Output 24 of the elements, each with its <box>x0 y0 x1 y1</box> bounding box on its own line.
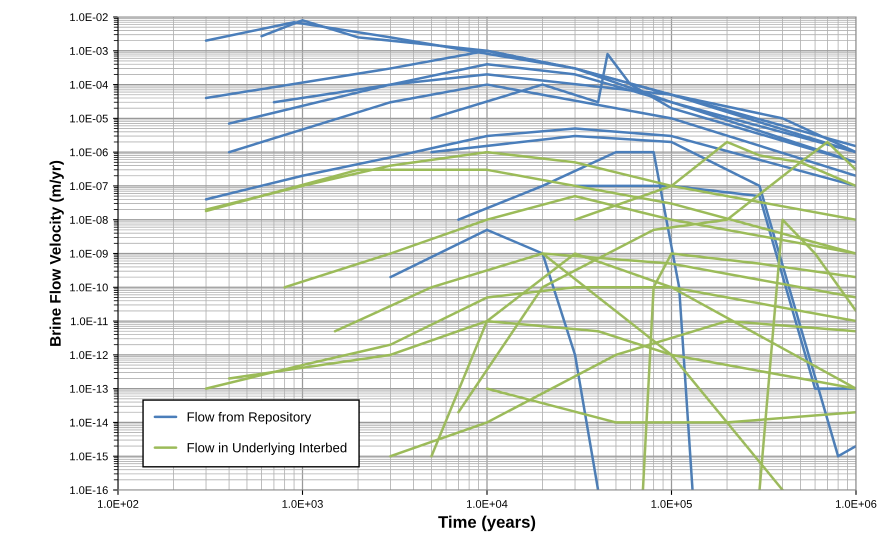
y-tick-label: 1.0E-04 <box>70 80 108 89</box>
x-tick-label: 1.0E+06 <box>836 500 876 508</box>
y-tick-label: 1.0E-08 <box>70 216 108 224</box>
legend-label: Flow from Repository <box>188 412 312 424</box>
x-tick-label: 1.0E+03 <box>282 500 323 508</box>
legend-label: Flow in Underlying Interbed <box>188 442 346 455</box>
x-tick-label: 1.0E+04 <box>466 500 508 508</box>
y-tick-label: 1.0E-07 <box>70 182 108 190</box>
x-axis-title: Time (years) <box>438 516 536 532</box>
y-tick-label: 1.0E-12 <box>70 351 108 359</box>
y-tick-label: 1.0E-09 <box>70 250 108 258</box>
y-axis-title: Brine Flow Velocity (m/yr) <box>50 160 64 346</box>
y-tick-label: 1.0E-13 <box>70 384 108 393</box>
y-tick-label: 1.0E-02 <box>70 13 108 22</box>
y-tick-label: 1.0E-16 <box>70 486 108 494</box>
x-tick-label: 1.0E+02 <box>98 500 138 508</box>
x-tick-label: 1.0E+05 <box>651 500 692 508</box>
y-tick-label: 1.0E-11 <box>71 317 108 326</box>
y-tick-label: 1.0E-05 <box>70 114 108 122</box>
y-tick-label: 1.0E-10 <box>70 284 108 292</box>
y-tick-label: 1.0E-03 <box>70 47 108 55</box>
y-tick-label: 1.0E-06 <box>70 148 108 156</box>
y-tick-label: 1.0E-15 <box>70 452 108 460</box>
y-tick-label: 1.0E-14 <box>70 418 108 427</box>
